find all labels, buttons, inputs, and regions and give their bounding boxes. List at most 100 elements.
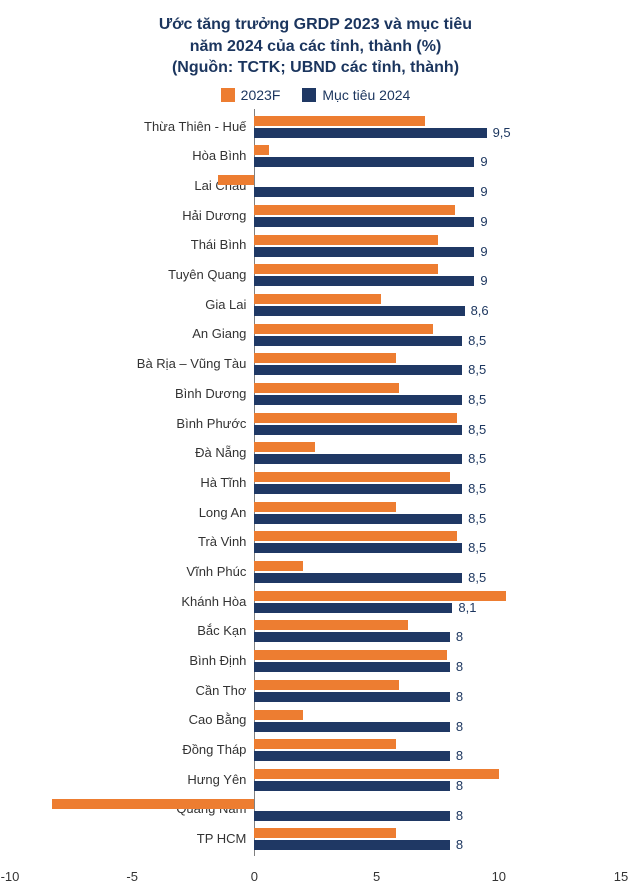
table-row: TP HCM8 xyxy=(10,825,621,855)
value-label-target-2024: 8,1 xyxy=(458,600,476,615)
bar-target-2024 xyxy=(254,692,450,702)
title-line-1: Ước tăng trưởng GRDP 2023 và mục tiêu xyxy=(159,16,472,33)
province-label: Thái Bình xyxy=(191,237,247,252)
bar-2023f xyxy=(254,383,398,393)
province-label: TP HCM xyxy=(197,831,247,846)
province-label: Long An xyxy=(199,505,247,520)
province-label: Khánh Hòa xyxy=(181,594,246,609)
legend-label-2023f: 2023F xyxy=(241,87,281,103)
legend-item-2023f: 2023F xyxy=(221,87,281,103)
bar-target-2024 xyxy=(254,603,452,613)
value-label-target-2024: 9 xyxy=(480,244,487,259)
province-label: Hưng Yên xyxy=(187,772,246,787)
bar-target-2024 xyxy=(254,157,474,167)
bar-target-2024 xyxy=(254,543,462,553)
value-label-target-2024: 9 xyxy=(480,154,487,169)
x-axis-tick-label: 5 xyxy=(373,869,380,884)
table-row: Đà Nẵng 8,5 xyxy=(10,439,621,469)
bar-2023f xyxy=(254,413,457,423)
bar-target-2024 xyxy=(254,722,450,732)
value-label-target-2024: 8 xyxy=(456,659,463,674)
bar-target-2024 xyxy=(254,514,462,524)
table-row: Hòa Bình 9 xyxy=(10,142,621,172)
table-row: Hưng Yên8 xyxy=(10,766,621,796)
bar-target-2024 xyxy=(254,573,462,583)
table-row: Lai Châu9 xyxy=(10,172,621,202)
bar-target-2024 xyxy=(254,276,474,286)
province-label: Bình Dương xyxy=(175,386,246,401)
value-label-target-2024: 8,5 xyxy=(468,451,486,466)
bar-2023f xyxy=(254,531,457,541)
bar-2023f xyxy=(254,145,269,155)
bar-2023f xyxy=(254,324,432,334)
bar-2023f xyxy=(218,175,255,185)
bar-target-2024 xyxy=(254,484,462,494)
value-label-target-2024: 8,5 xyxy=(468,481,486,496)
province-label: Đà Nẵng xyxy=(195,445,246,460)
bar-target-2024 xyxy=(254,217,474,227)
bar-2023f xyxy=(254,264,437,274)
bar-target-2024 xyxy=(254,187,474,197)
bar-2023f xyxy=(52,799,255,809)
value-label-target-2024: 8 xyxy=(456,748,463,763)
x-axis-tick-label: 10 xyxy=(492,869,506,884)
table-row: Tuyên Quang9 xyxy=(10,261,621,291)
legend-label-target-2024: Mục tiêu 2024 xyxy=(322,87,410,103)
value-label-target-2024: 9 xyxy=(480,184,487,199)
table-row: Bình Phước8,5 xyxy=(10,410,621,440)
province-label: Cần Thơ xyxy=(195,683,246,698)
province-label: Tuyên Quang xyxy=(168,267,246,282)
bar-target-2024 xyxy=(254,662,450,672)
province-label: Vĩnh Phúc xyxy=(186,564,246,579)
table-row: Hà Tĩnh8,5 xyxy=(10,469,621,499)
province-label: Đồng Tháp xyxy=(182,742,246,757)
bar-2023f xyxy=(254,205,454,215)
bar-2023f xyxy=(254,561,303,571)
bar-2023f xyxy=(254,294,381,304)
table-row: Hải Dương9 xyxy=(10,202,621,232)
legend-swatch-2023f xyxy=(221,88,235,102)
table-row: Vĩnh Phúc 8,5 xyxy=(10,558,621,588)
x-axis-tick-label: 15 xyxy=(614,869,628,884)
value-label-target-2024: 8,5 xyxy=(468,422,486,437)
bar-target-2024 xyxy=(254,306,464,316)
value-label-target-2024: 8,5 xyxy=(468,362,486,377)
table-row: Bình Dương8,5 xyxy=(10,380,621,410)
x-axis-tick-label: 0 xyxy=(251,869,258,884)
table-row: Khánh Hòa 8,1 xyxy=(10,588,621,618)
bar-target-2024 xyxy=(254,336,462,346)
value-label-target-2024: 8 xyxy=(456,808,463,823)
title-line-2: năm 2024 của các tỉnh, thành (%) xyxy=(190,38,442,55)
bar-target-2024 xyxy=(254,128,486,138)
table-row: Thái Bình 9 xyxy=(10,232,621,262)
bar-target-2024 xyxy=(254,395,462,405)
bar-2023f xyxy=(254,680,398,690)
table-row: Bình Định 8 xyxy=(10,647,621,677)
table-row: Bà Rịa – Vũng Tàu 8,5 xyxy=(10,350,621,380)
province-label: Cao Bằng xyxy=(189,712,247,727)
bar-2023f xyxy=(254,739,396,749)
title-line-3: (Nguồn: TCTK; UBND các tỉnh, thành) xyxy=(172,59,459,76)
table-row: Cần Thơ8 xyxy=(10,677,621,707)
value-label-target-2024: 8,5 xyxy=(468,511,486,526)
bar-2023f xyxy=(254,710,303,720)
value-label-target-2024: 8,5 xyxy=(468,333,486,348)
province-label: Thừa Thiên - Huế xyxy=(144,119,246,134)
table-row: Quảng Nam8 xyxy=(10,796,621,826)
bar-target-2024 xyxy=(254,247,474,257)
province-label: Bà Rịa – Vũng Tàu xyxy=(137,356,247,371)
province-label: An Giang xyxy=(192,326,246,341)
province-label: Hòa Bình xyxy=(192,148,246,163)
province-label: Bắc Kạn xyxy=(197,623,246,638)
table-row: Thừa Thiên - Huế9,5 xyxy=(10,113,621,143)
bar-2023f xyxy=(254,502,396,512)
bar-target-2024 xyxy=(254,811,450,821)
legend: 2023F Mục tiêu 2024 xyxy=(10,87,621,103)
bar-2023f xyxy=(254,620,408,630)
province-label: Bình Định xyxy=(189,653,246,668)
bar-2023f xyxy=(254,472,450,482)
table-row: Cao Bằng8 xyxy=(10,707,621,737)
value-label-target-2024: 8,5 xyxy=(468,540,486,555)
value-label-target-2024: 8,5 xyxy=(468,570,486,585)
province-label: Gia Lai xyxy=(205,297,246,312)
